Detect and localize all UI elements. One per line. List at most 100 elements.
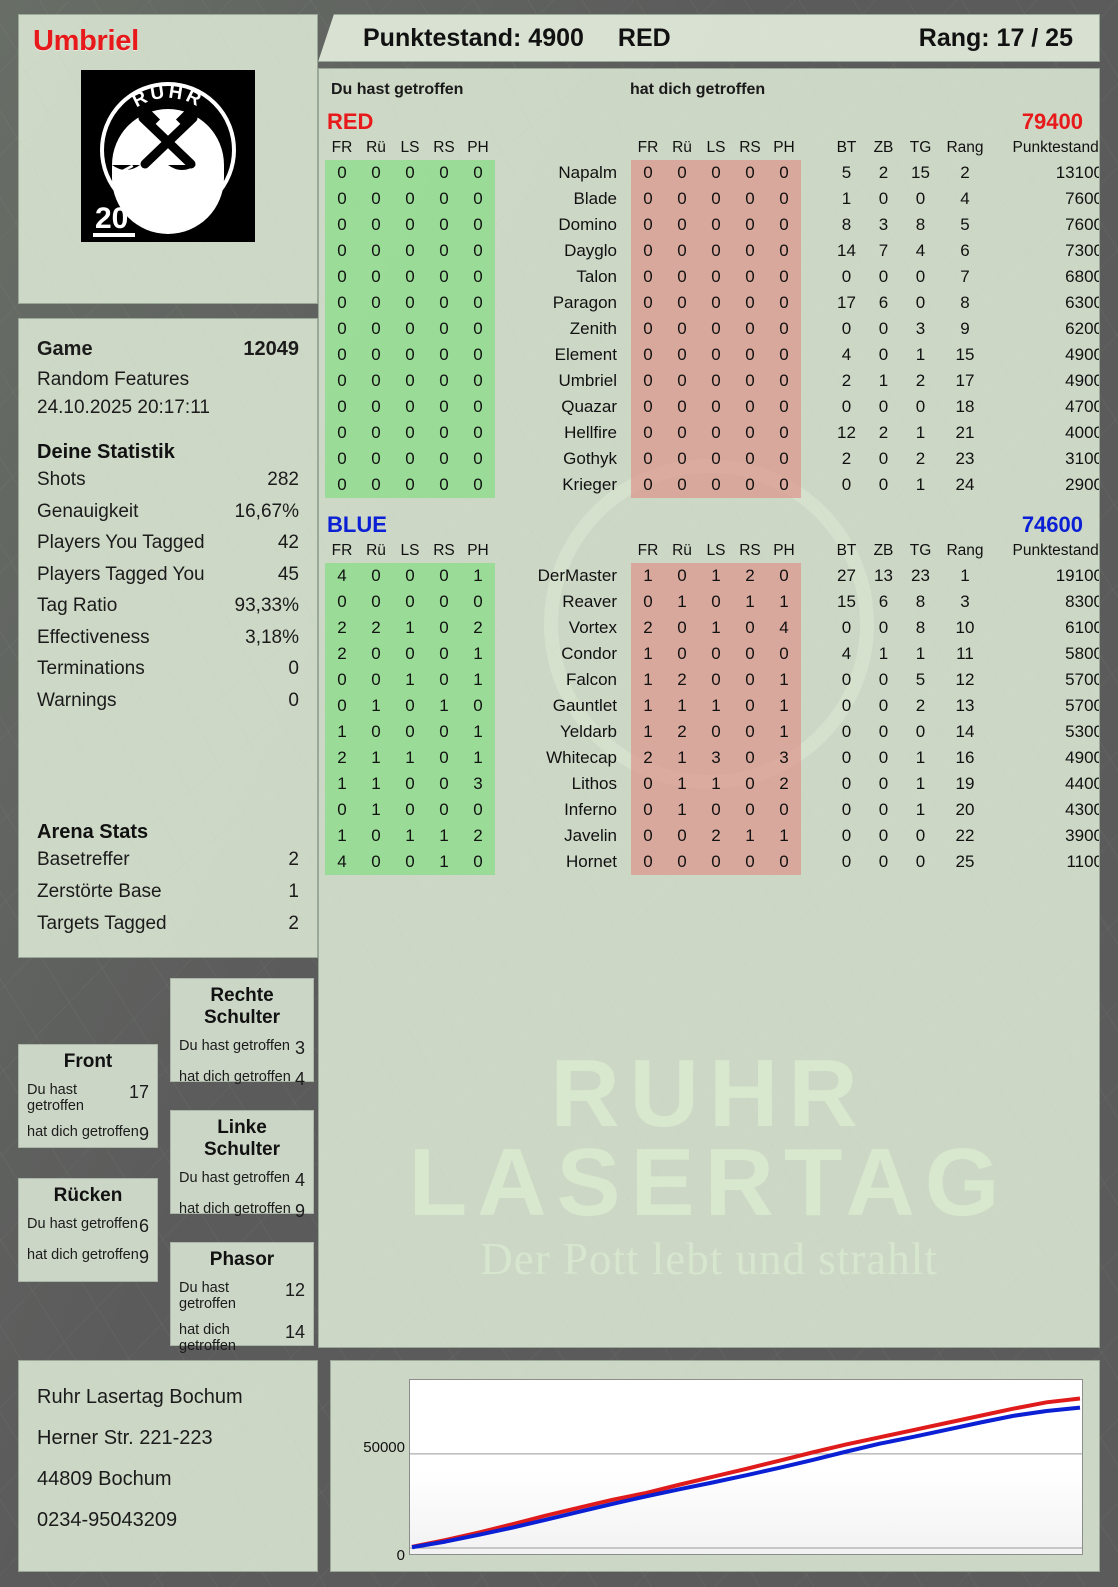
them-RS: 0 (745, 696, 755, 715)
stat-ZB: 13 (874, 566, 893, 585)
table-row[interactable]: 0 0 0 0 0 Umbriel 0 0 0 0 0 2 1 2 17 4900 (325, 368, 1099, 394)
zone-hit-row: Du hast getroffen 12 (179, 1275, 305, 1317)
arena-stat-row: Zerstörte Base 1 (37, 876, 299, 908)
you-PH: 1 (473, 566, 483, 585)
stat-Rang: 9 (960, 319, 970, 338)
you-LS: 1 (405, 670, 415, 689)
table-row[interactable]: 0 0 0 0 0 Hellfire 0 0 0 0 0 12 2 1 21 4000 (325, 420, 1099, 446)
you-RS: 0 (439, 293, 449, 312)
them-FR: 2 (643, 748, 653, 767)
table-row[interactable]: 0 0 0 0 0 Element 0 0 0 0 0 4 0 1 15 4900 (325, 342, 1099, 368)
stat-TG: 1 (915, 774, 926, 793)
them-PH: 1 (779, 670, 789, 689)
table-row[interactable]: 0 1 0 1 0 Gauntlet 1 1 1 0 1 0 0 2 13 5700 (325, 693, 1099, 719)
you-RS: 0 (439, 774, 449, 793)
them-FR: 0 (643, 852, 653, 871)
stat-label: Genauigkeit (37, 500, 139, 522)
watermark-line1: RUHR (550, 1040, 868, 1148)
them-Rü: 0 (677, 189, 687, 208)
table-row[interactable]: 0 0 0 0 0 Talon 0 0 0 0 0 0 0 0 7 6800 (325, 264, 1099, 290)
tagged-you-group: 0 0 2 1 1 (631, 823, 801, 849)
zone-gothit-row: hat dich getroffen 4 (179, 1064, 305, 1095)
col-head-them-FR: FR (637, 139, 659, 156)
stat-TG: 8 (915, 592, 926, 611)
stat-Rang: 22 (955, 826, 975, 845)
table-row[interactable]: 2 1 1 0 1 Whitecap 2 1 3 0 3 0 0 1 16 4900 (325, 745, 1099, 771)
logo-badge-number: 20 (95, 202, 128, 235)
personal-stat-row: Effectiveness 3,18% (37, 622, 299, 654)
them-Rü: 1 (677, 748, 687, 767)
stat-value: 3,18% (245, 626, 299, 648)
table-row[interactable]: 1 0 1 1 2 Javelin 0 0 2 1 1 0 0 0 22 3900 (325, 823, 1099, 849)
them-Rü: 0 (677, 293, 687, 312)
them-RS: 0 (745, 670, 755, 689)
table-row[interactable]: 2 0 0 0 1 Condor 1 0 0 0 0 4 1 1 11 5800 (325, 641, 1099, 667)
them-LS: 1 (711, 566, 721, 585)
stat-TG: 0 (915, 267, 926, 286)
table-row[interactable]: 1 0 0 0 1 Yeldarb 1 2 0 0 1 0 0 0 14 5300 (325, 719, 1099, 745)
you-PH: 0 (473, 319, 483, 338)
stat-BT: 0 (841, 722, 852, 741)
player-points: 4900 (1065, 345, 1100, 364)
table-row[interactable]: 0 0 0 0 0 Zenith 0 0 0 0 0 0 0 3 9 6200 (325, 316, 1099, 342)
player-name: Gothyk (563, 449, 617, 468)
table-header-row: FR Rü LS RS PH FR Rü LS RS PH BT ZB TG Rang Punktestan… (325, 539, 1099, 563)
col-head-TG: TG (909, 542, 932, 559)
stat-ZB: 0 (878, 319, 889, 338)
stat-BT: 17 (837, 293, 856, 312)
them-LS: 0 (711, 800, 721, 819)
you-RS: 0 (439, 670, 449, 689)
table-row[interactable]: 0 0 0 0 0 Quazar 0 0 0 0 0 0 0 0 18 4700 (325, 394, 1099, 420)
table-row[interactable]: 2 2 1 0 2 Vortex 2 0 1 0 4 0 0 8 10 6100 (325, 615, 1099, 641)
stat-BT: 12 (837, 423, 856, 442)
you-FR: 0 (337, 696, 347, 715)
stat-BT: 14 (837, 241, 856, 260)
stat-BT: 0 (841, 319, 852, 338)
you-LS: 0 (405, 644, 415, 663)
stat-TG: 1 (915, 475, 926, 494)
player-name: Paragon (552, 293, 617, 312)
col-head-you-LS: LS (400, 542, 420, 559)
table-row[interactable]: 0 0 0 0 0 Paragon 0 0 0 0 0 17 6 0 8 6300 (325, 290, 1099, 316)
table-row[interactable]: 0 0 0 0 0 Napalm 0 0 0 0 0 5 2 15 2 13100 (325, 160, 1099, 186)
game-stats-panel: Game 12049 Random Features 24.10.2025 20… (18, 318, 318, 958)
table-row[interactable]: 0 0 0 0 0 Domino 0 0 0 0 0 8 3 8 5 7600 (325, 212, 1099, 238)
them-Rü: 2 (677, 670, 687, 689)
zone-hit-value: 12 (284, 1280, 305, 1300)
table-row[interactable]: 0 0 0 0 0 Blade 0 0 0 0 0 1 0 0 4 7600 (325, 186, 1099, 212)
col-head-you-PH: PH (467, 542, 489, 559)
table-row[interactable]: 4 0 0 1 0 Hornet 0 0 0 0 0 0 0 0 25 1100 (325, 849, 1099, 875)
team-header-red: RED 79400 (325, 107, 1087, 136)
player-points: 3900 (1065, 826, 1100, 845)
you-PH: 1 (473, 748, 483, 767)
them-PH: 0 (779, 644, 789, 663)
them-PH: 3 (779, 748, 789, 767)
stat-Rang: 3 (960, 592, 970, 611)
stat-TG: 0 (915, 189, 926, 208)
table-row[interactable]: 0 0 0 0 0 Gothyk 0 0 0 0 0 2 0 2 23 3100 (325, 446, 1099, 472)
stat-BT: 2 (841, 449, 852, 468)
table-row[interactable]: 0 0 0 0 0 Krieger 0 0 0 0 0 0 0 1 24 2900 (325, 472, 1099, 498)
table-row[interactable]: 4 0 0 0 1 DerMaster 1 0 1 2 0 27 13 23 1 19100 (325, 563, 1099, 589)
tagged-you-group: 1 0 1 2 0 (631, 563, 801, 589)
stat-Rang: 15 (955, 345, 975, 364)
table-row[interactable]: 0 0 1 0 1 Falcon 1 2 0 0 1 0 0 5 12 5700 (325, 667, 1099, 693)
them-RS: 0 (745, 722, 755, 741)
them-Rü: 0 (677, 241, 687, 260)
player-points: 4000 (1065, 423, 1100, 442)
zone-front: Front Du hast getroffen 17 hat dich getroff… (18, 1044, 158, 1148)
stat-label: Effectiveness (37, 626, 150, 648)
tagged-you-group: 2 0 1 0 4 (631, 615, 801, 641)
stat-value: 16,67% (234, 500, 299, 522)
you-Rü: 0 (371, 852, 381, 871)
table-row[interactable]: 1 1 0 0 3 Lithos 0 1 1 0 2 0 0 1 19 4400 (325, 771, 1099, 797)
scoreboard-column-headings: Du hast getroffen hat dich getroffen (325, 79, 1087, 107)
table-row[interactable]: 0 0 0 0 0 Dayglo 0 0 0 0 0 14 7 4 6 7300 (325, 238, 1099, 264)
player-points: 7600 (1065, 215, 1100, 234)
you-tagged-group: 1 0 0 0 1 (325, 719, 495, 745)
them-FR: 0 (643, 189, 653, 208)
stat-TG: 8 (915, 215, 926, 234)
table-row[interactable]: 0 1 0 0 0 Inferno 0 1 0 0 0 0 0 1 20 4300 (325, 797, 1099, 823)
stat-BT: 8 (841, 215, 852, 234)
table-row[interactable]: 0 0 0 0 0 Reaver 0 1 0 1 1 15 6 8 3 8300 (325, 589, 1099, 615)
